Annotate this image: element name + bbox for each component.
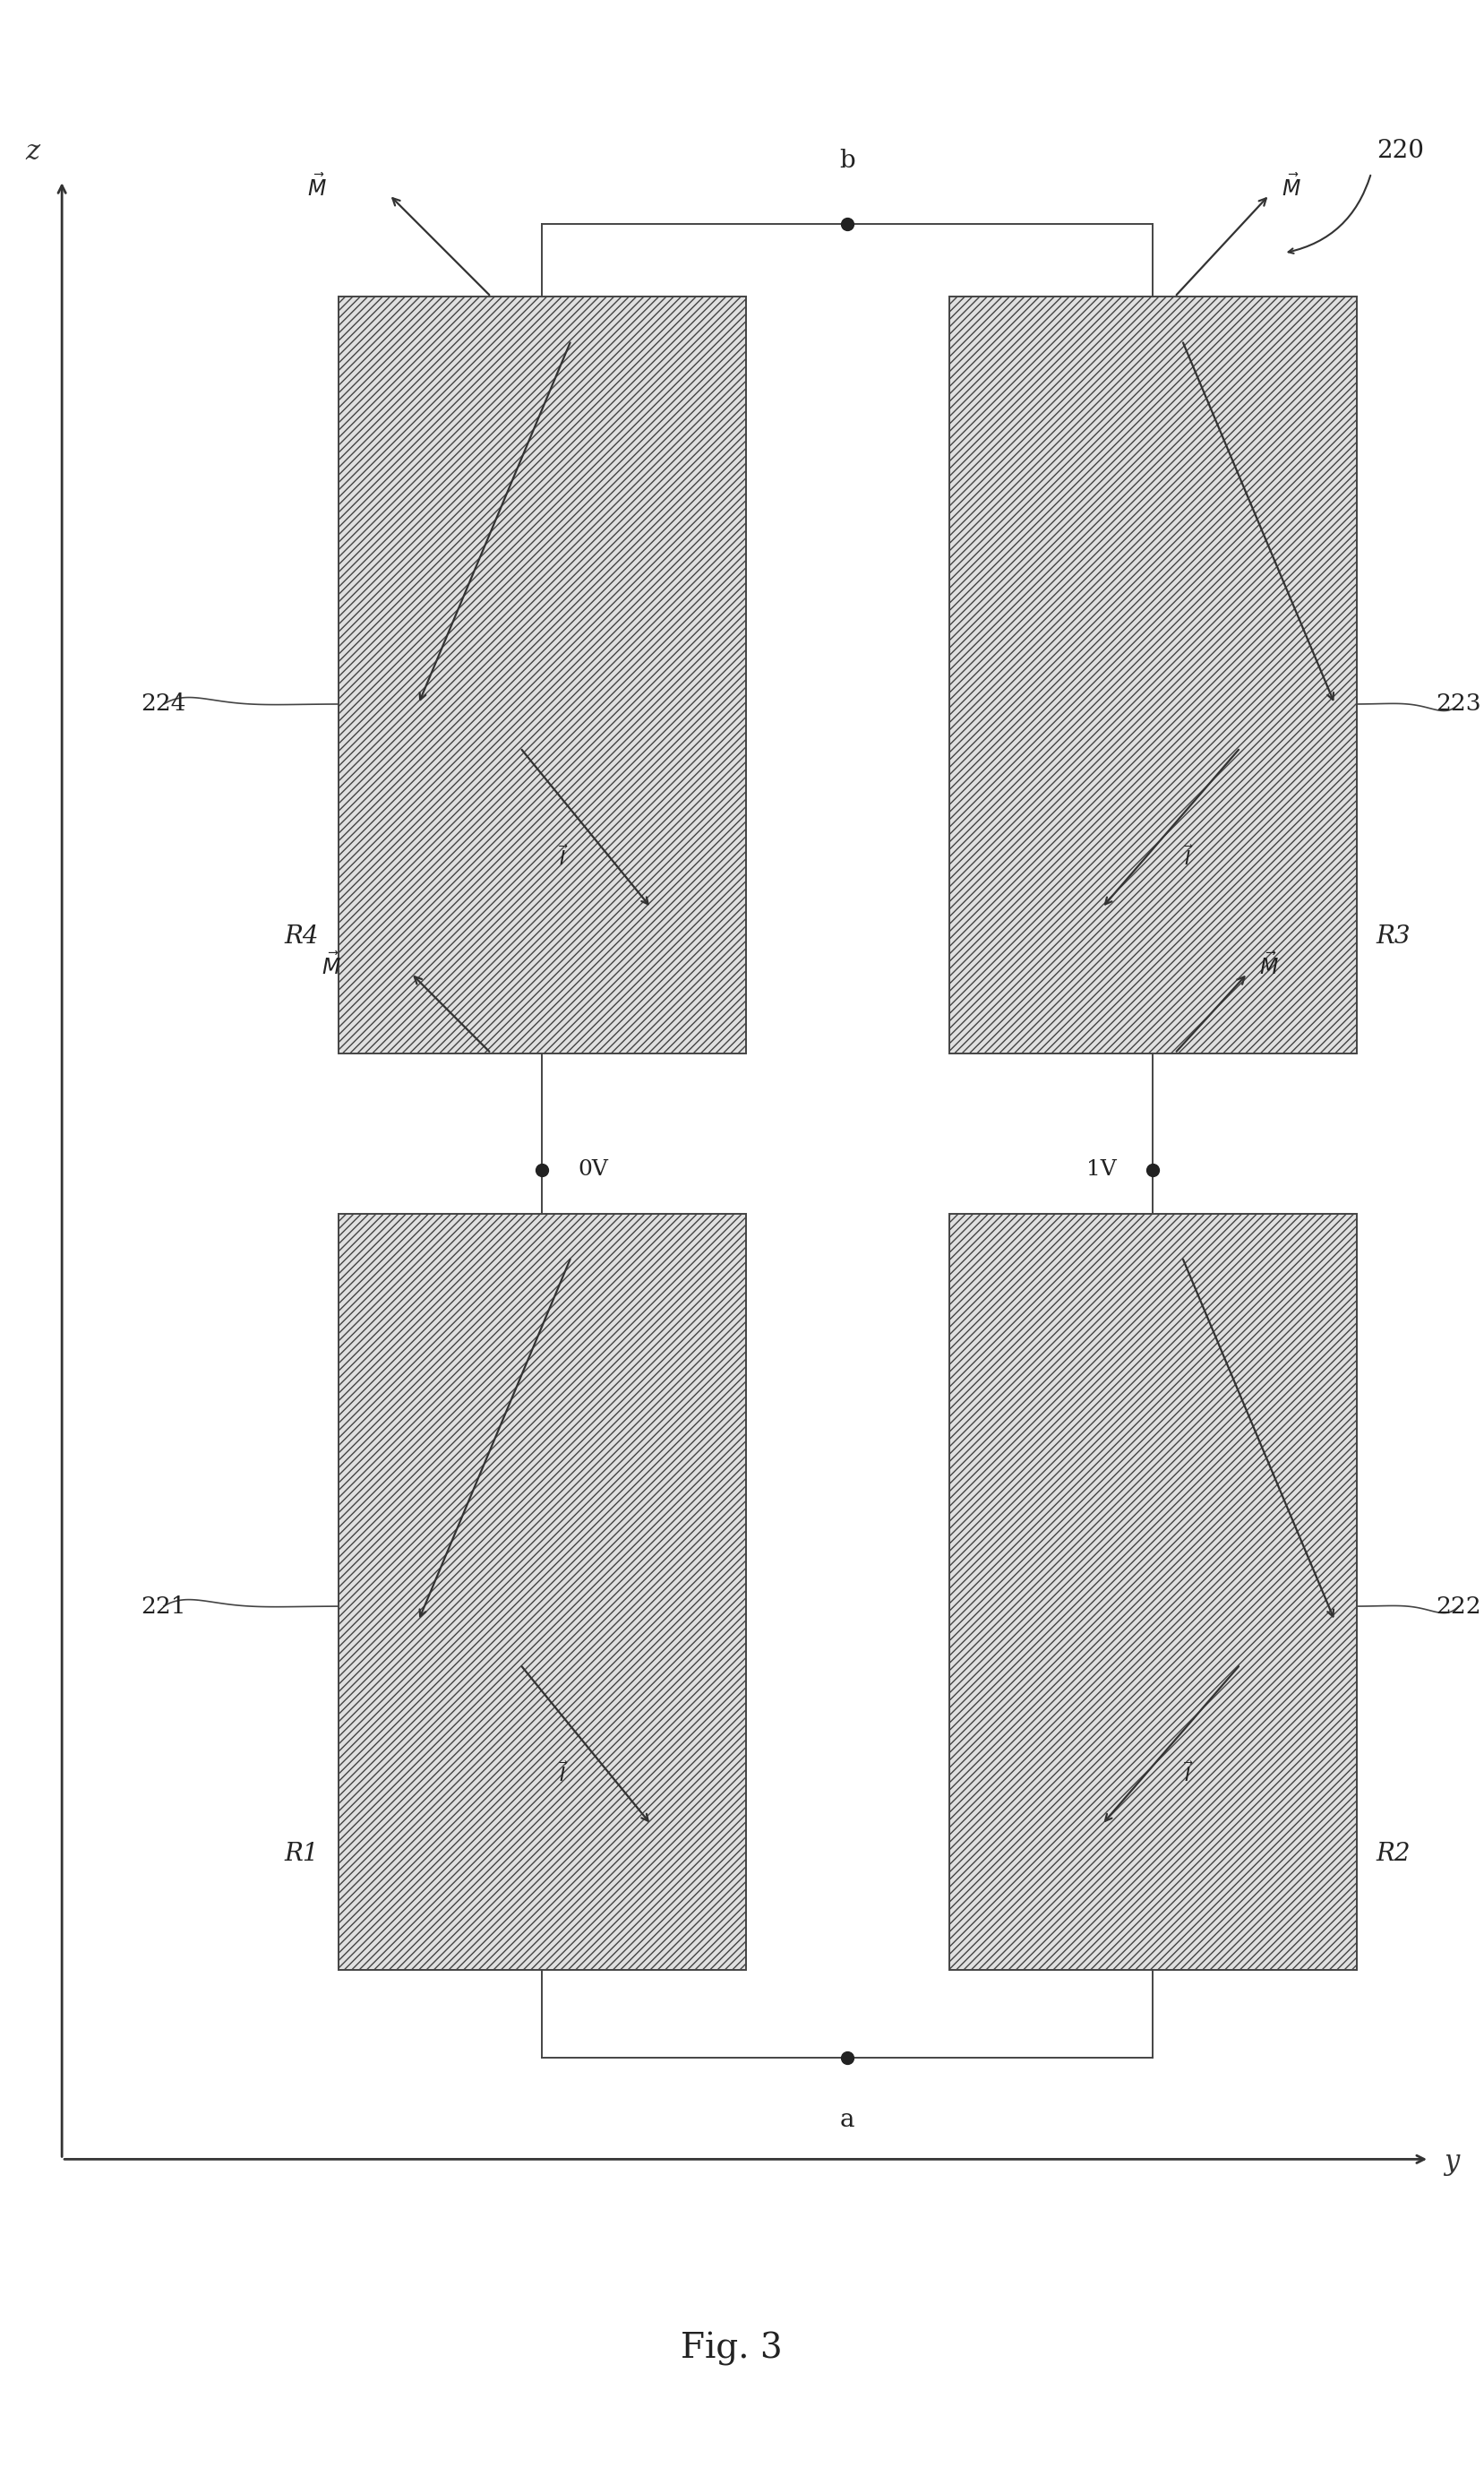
Text: Fig. 3: Fig. 3 — [680, 2331, 782, 2366]
Text: 223: 223 — [1435, 693, 1480, 716]
Bar — [338, 296, 745, 1054]
Text: a: a — [840, 2107, 855, 2132]
Text: 220: 220 — [1376, 139, 1423, 164]
Text: $\vec{M}$: $\vec{M}$ — [321, 952, 341, 979]
Text: 221: 221 — [141, 1595, 187, 1618]
Bar — [948, 296, 1356, 1054]
Text: R4: R4 — [285, 924, 319, 949]
Text: $\vec{M}$: $\vec{M}$ — [1281, 174, 1300, 201]
Text: b: b — [838, 149, 855, 174]
Text: 222: 222 — [1435, 1595, 1480, 1618]
Text: $\vec{M}$: $\vec{M}$ — [1258, 952, 1278, 979]
Text: 224: 224 — [141, 693, 187, 716]
Text: z: z — [25, 139, 40, 166]
Text: R2: R2 — [1376, 1841, 1410, 1866]
Text: $\vec{M}$: $\vec{M}$ — [307, 174, 326, 201]
Text: y: y — [1442, 2147, 1459, 2177]
Text: R3: R3 — [1376, 924, 1410, 949]
Text: 0V: 0V — [577, 1160, 608, 1180]
Text: $\vec{I}$: $\vec{I}$ — [558, 1762, 568, 1787]
Text: 1V: 1V — [1086, 1160, 1116, 1180]
Text: $\vec{I}$: $\vec{I}$ — [1184, 1762, 1193, 1787]
Text: $\vec{I}$: $\vec{I}$ — [558, 845, 568, 870]
Bar — [338, 1213, 745, 1971]
Text: $\vec{I}$: $\vec{I}$ — [1184, 845, 1193, 870]
Bar — [948, 1213, 1356, 1971]
Text: R1: R1 — [285, 1841, 319, 1866]
